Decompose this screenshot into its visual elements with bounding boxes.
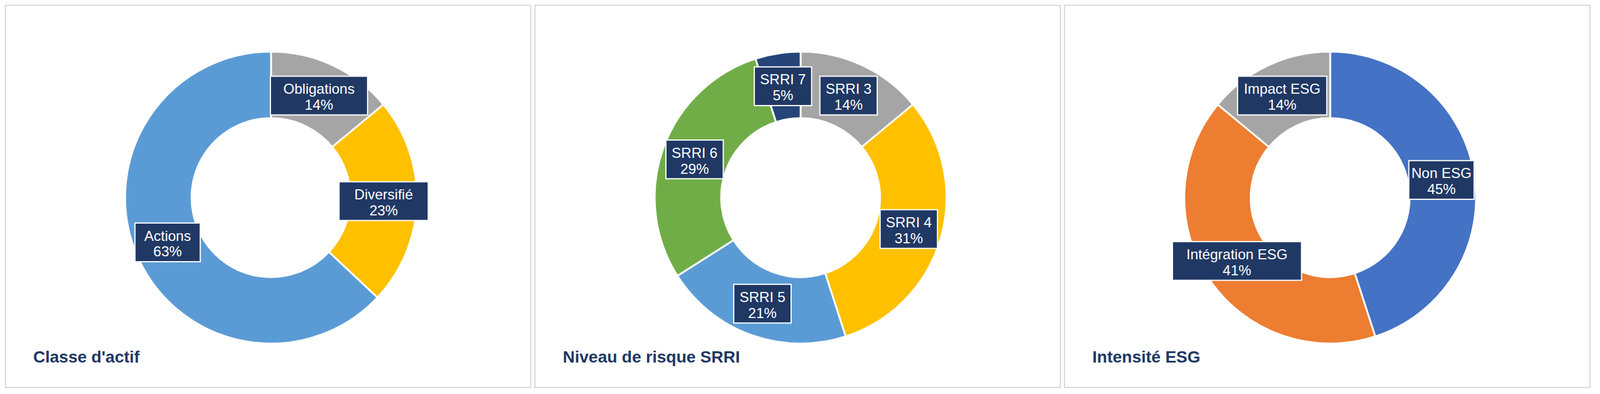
svg-text:SRRI 5: SRRI 5 [739, 288, 786, 305]
svg-text:14%: 14% [304, 96, 334, 113]
svg-text:23%: 23% [369, 202, 398, 219]
svg-text:Intégration ESG: Intégration ESG [1186, 246, 1288, 263]
svg-text:SRRI 7: SRRI 7 [760, 71, 806, 88]
svg-text:21%: 21% [748, 304, 777, 321]
html-text:Classe d'actif: Classe d'actif [33, 347, 140, 366]
html-text:Niveau de risque SRRI: Niveau de risque SRRI [562, 347, 740, 366]
svg-text:29%: 29% [680, 160, 709, 177]
html-text:Intensité ESG: Intensité ESG [1092, 347, 1201, 366]
svg-text:Impact ESG: Impact ESG [1243, 80, 1321, 97]
svg-text:SRRI 6: SRRI 6 [671, 144, 718, 161]
svg-text:45%: 45% [1427, 180, 1456, 197]
svg-text:SRRI 4: SRRI 4 [885, 214, 932, 231]
svg-text:Diversifié: Diversifié [354, 186, 414, 203]
svg-text:41%: 41% [1222, 262, 1252, 279]
svg-text:Obligations: Obligations [283, 80, 355, 97]
svg-text:Actions: Actions [144, 227, 191, 244]
svg-text:31%: 31% [894, 230, 923, 247]
svg-text:63%: 63% [153, 243, 183, 260]
svg-text:14%: 14% [834, 96, 863, 113]
svg-text:SRRI 3: SRRI 3 [825, 80, 872, 97]
svg-text:14%: 14% [1267, 96, 1297, 113]
svg-text:Non ESG: Non ESG [1411, 164, 1472, 181]
svg-text:5%: 5% [772, 87, 794, 104]
